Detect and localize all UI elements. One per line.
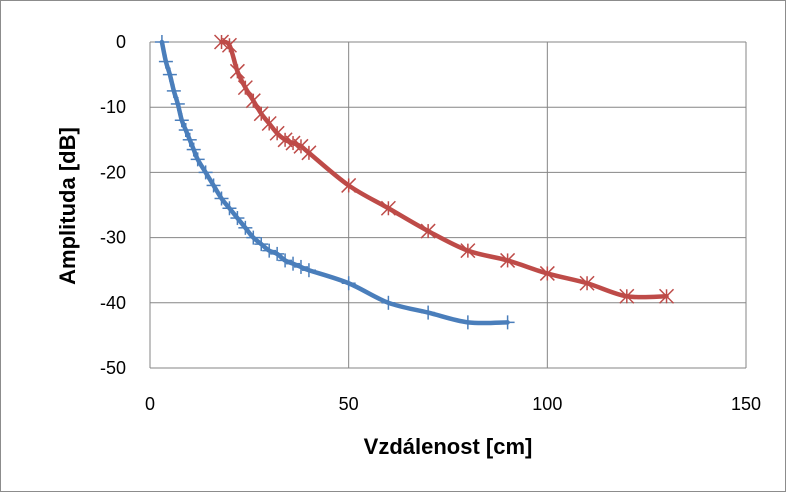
- data-point: [246, 230, 261, 245]
- data-point: [190, 152, 205, 167]
- series-line: [219, 39, 669, 300]
- data-point: [539, 265, 555, 281]
- data-point: [162, 67, 177, 82]
- data-point: [170, 96, 185, 111]
- y-tick-label: -40: [100, 293, 126, 313]
- data-point: [166, 83, 181, 98]
- data-point: [230, 211, 245, 226]
- data-point: [277, 132, 293, 148]
- y-tick-label: -30: [100, 228, 126, 248]
- x-tick-label: 150: [731, 394, 761, 414]
- data-point: [420, 223, 436, 239]
- data-point: [182, 132, 197, 147]
- data-point: [254, 237, 269, 252]
- data-point: [198, 165, 213, 180]
- data-point: [154, 35, 169, 49]
- series-2: [213, 34, 675, 304]
- data-point: [238, 220, 253, 235]
- y-tick-label: 0: [116, 32, 126, 52]
- data-point: [285, 135, 301, 151]
- x-axis-title: Vzdálenost [cm]: [364, 434, 533, 459]
- y-axis-title: Amplituda [dB]: [55, 127, 80, 285]
- data-point: [500, 252, 516, 268]
- series-layer: [154, 34, 675, 330]
- data-point: [269, 125, 285, 141]
- data-point: [341, 177, 357, 193]
- y-tick-label: -10: [100, 97, 126, 117]
- data-point: [286, 256, 301, 271]
- data-point: [278, 253, 293, 268]
- data-point: [293, 138, 309, 154]
- data-point: [229, 63, 245, 79]
- data-point: [186, 142, 201, 157]
- y-tick-label: -50: [100, 358, 126, 378]
- data-point: [659, 288, 675, 304]
- data-point: [460, 243, 476, 259]
- grid-lines: [149, 41, 747, 369]
- data-point: [421, 305, 436, 320]
- data-point: [381, 295, 396, 310]
- data-point: [380, 200, 396, 216]
- data-point: [579, 275, 595, 291]
- data-point: [262, 243, 277, 258]
- x-tick-label: 100: [532, 394, 562, 414]
- tick-labels: 0 -10 -20 -30 -40 -50 0 50 100 150: [100, 32, 761, 414]
- data-point: [237, 80, 253, 96]
- data-point: [178, 123, 193, 138]
- data-point: [206, 178, 221, 193]
- data-point: [261, 115, 277, 132]
- data-point: [341, 276, 356, 291]
- data-point: [270, 246, 285, 261]
- data-point: [301, 145, 317, 161]
- x-tick-label: 0: [145, 394, 155, 414]
- y-tick-label: -20: [100, 162, 126, 182]
- data-point: [500, 315, 515, 330]
- data-point: [174, 113, 189, 128]
- data-point: [214, 191, 229, 206]
- data-point: [293, 259, 308, 274]
- data-point: [213, 34, 230, 50]
- data-point: [222, 201, 237, 216]
- data-point: [253, 106, 269, 122]
- data-point: [619, 288, 635, 304]
- x-tick-label: 50: [339, 394, 359, 414]
- data-point: [301, 263, 316, 278]
- data-point: [245, 93, 261, 109]
- series-1: [154, 35, 515, 330]
- data-point: [158, 54, 173, 69]
- data-point: [460, 315, 475, 330]
- data-point: [221, 37, 237, 53]
